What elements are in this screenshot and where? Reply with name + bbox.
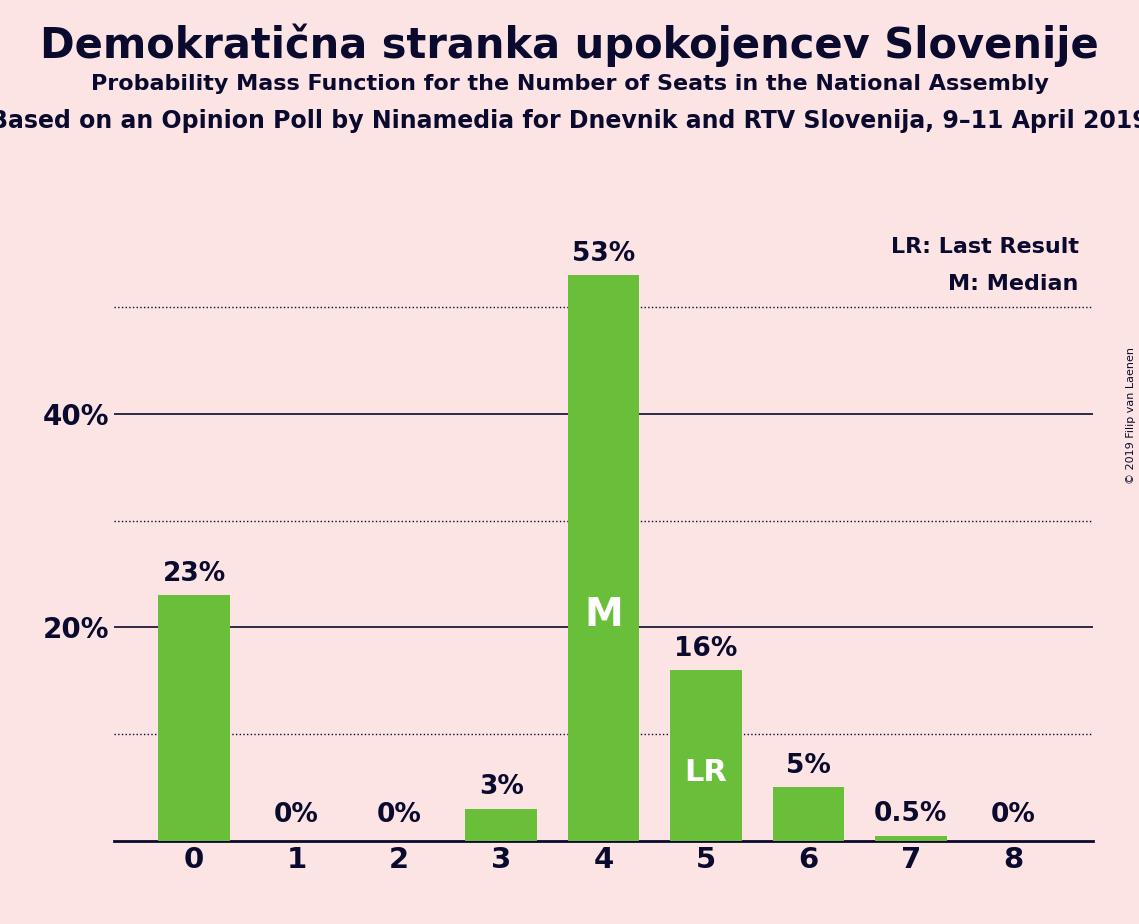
Text: Demokratična stranka upokojencev Slovenije: Demokratična stranka upokojencev Sloveni… xyxy=(40,23,1099,67)
Bar xyxy=(772,787,844,841)
Bar xyxy=(158,595,230,841)
Text: 5%: 5% xyxy=(786,753,830,779)
Text: Probability Mass Function for the Number of Seats in the National Assembly: Probability Mass Function for the Number… xyxy=(91,74,1048,94)
Text: 3%: 3% xyxy=(478,774,524,800)
Text: 53%: 53% xyxy=(572,240,636,267)
Text: 0%: 0% xyxy=(377,802,421,828)
Text: 16%: 16% xyxy=(674,636,738,662)
Bar xyxy=(568,275,639,841)
Text: M: M xyxy=(584,596,623,634)
Text: 0%: 0% xyxy=(991,802,1035,828)
Text: 0.5%: 0.5% xyxy=(874,801,948,827)
Text: © 2019 Filip van Laenen: © 2019 Filip van Laenen xyxy=(1126,347,1136,484)
Bar xyxy=(466,808,538,841)
Text: 23%: 23% xyxy=(163,561,226,587)
Text: M: Median: M: Median xyxy=(949,274,1079,295)
Text: 0%: 0% xyxy=(274,802,319,828)
Text: LR: LR xyxy=(685,758,728,787)
Bar xyxy=(875,835,947,841)
Text: Based on an Opinion Poll by Ninamedia for Dnevnik and RTV Slovenija, 9–11 April : Based on an Opinion Poll by Ninamedia fo… xyxy=(0,109,1139,133)
Text: LR: Last Result: LR: Last Result xyxy=(891,237,1079,257)
Bar xyxy=(670,670,741,841)
